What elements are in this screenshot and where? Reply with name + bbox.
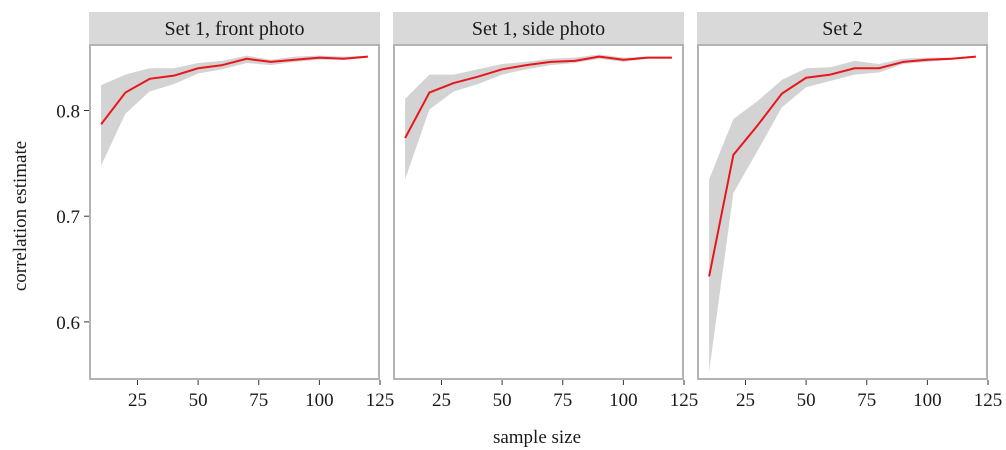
x-tick-label: 100 [913, 390, 942, 411]
x-tick-label: 50 [493, 390, 512, 411]
x-tick-label: 100 [609, 390, 638, 411]
x-tick-label: 50 [189, 390, 208, 411]
panel-border [697, 44, 988, 380]
estimate-line [100, 55, 368, 125]
panel-strip [89, 12, 380, 45]
panel-2: Set 1, side photo 25 50 75 100 125 [393, 12, 698, 411]
x-axis-title: sample size [493, 427, 581, 448]
panel-title: Set 1, side photo [472, 18, 605, 40]
x-tick-label: 100 [305, 390, 334, 411]
x-tick-label: 75 [249, 390, 268, 411]
y-tick-label: 0.6 [56, 313, 80, 334]
x-tick-label: 25 [736, 390, 755, 411]
panel-border [89, 44, 380, 380]
x-tick-label: 50 [797, 390, 816, 411]
panel-1: Set 1, front photo 25 50 75 100 125 0.6 0.7 0.8 [56, 12, 394, 411]
estimate-line [404, 55, 672, 139]
panel-background [393, 45, 684, 380]
y-tick-label: 0.7 [56, 207, 80, 228]
panel-title: Set 1, front photo [165, 18, 305, 40]
y-tick-label: 0.8 [56, 102, 80, 123]
x-tick-label: 125 [366, 390, 395, 411]
panel-3: Set 2 25 50 75 100 125 [697, 12, 1002, 411]
x-tick-label: 125 [670, 390, 699, 411]
confidence-band [405, 54, 672, 180]
x-tick-label: 75 [553, 390, 572, 411]
panel-title: Set 2 [822, 18, 863, 40]
estimate-line [708, 55, 976, 277]
confidence-band [101, 55, 368, 166]
x-tick-label: 125 [974, 390, 1003, 411]
x-tick-label: 25 [128, 390, 147, 411]
x-tick-label: 75 [857, 390, 876, 411]
panel-strip [697, 12, 988, 45]
panel-border [393, 44, 684, 380]
x-tick-label: 25 [432, 390, 451, 411]
y-axis-title: correlation estimate [10, 141, 31, 291]
panel-background [697, 45, 988, 380]
panel-strip [393, 12, 684, 45]
